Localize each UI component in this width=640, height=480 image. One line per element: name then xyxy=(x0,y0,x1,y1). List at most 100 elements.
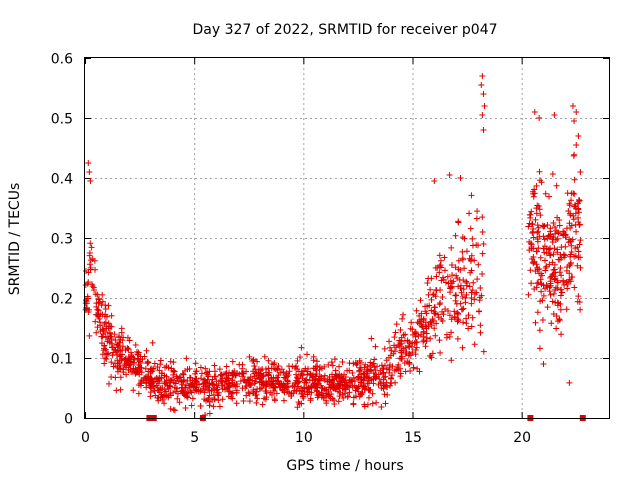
data-point xyxy=(381,362,388,369)
x-axis-label: GPS time / hours xyxy=(286,458,403,474)
data-point xyxy=(463,278,470,285)
data-point xyxy=(142,374,149,381)
data-point xyxy=(161,364,168,371)
data-point xyxy=(209,381,216,388)
data-point xyxy=(119,343,126,350)
data-point xyxy=(453,272,460,279)
data-point xyxy=(106,329,113,336)
data-point xyxy=(307,371,314,378)
data-point xyxy=(94,291,101,298)
data-point xyxy=(261,353,268,360)
data-point xyxy=(378,403,385,410)
data-point xyxy=(534,238,541,245)
data-point xyxy=(177,374,184,381)
data-point xyxy=(193,375,200,382)
data-point xyxy=(451,313,458,320)
data-point xyxy=(373,399,380,406)
data-point xyxy=(95,312,102,319)
data-point xyxy=(455,219,462,226)
data-point xyxy=(538,288,545,295)
data-point xyxy=(558,331,565,338)
data-point xyxy=(428,354,435,361)
data-point xyxy=(156,389,163,396)
data-point xyxy=(531,109,538,115)
data-point xyxy=(102,334,109,341)
data-point xyxy=(285,389,292,396)
data-point xyxy=(113,387,120,394)
data-point xyxy=(307,395,314,402)
data-point xyxy=(400,345,407,352)
data-point xyxy=(462,299,469,306)
data-point xyxy=(233,389,240,396)
data-point xyxy=(542,267,549,274)
data-point xyxy=(115,333,122,340)
data-point xyxy=(569,236,576,243)
data-point xyxy=(537,212,544,219)
data-point xyxy=(470,279,477,286)
data-point xyxy=(108,373,115,380)
data-point xyxy=(439,294,446,301)
data-point xyxy=(236,361,243,368)
data-point xyxy=(117,386,124,393)
data-point xyxy=(387,352,394,359)
data-point xyxy=(367,368,374,375)
data-point xyxy=(93,329,100,336)
data-point xyxy=(465,312,472,319)
data-point xyxy=(397,327,404,334)
data-point xyxy=(448,280,455,287)
data-point xyxy=(549,171,556,178)
data-point xyxy=(188,389,195,396)
data-point xyxy=(91,287,98,294)
data-point xyxy=(550,267,557,274)
data-point xyxy=(558,254,565,261)
data-point xyxy=(108,340,115,347)
data-point xyxy=(392,329,399,336)
data-point xyxy=(455,257,462,264)
data-point xyxy=(293,377,300,384)
data-point xyxy=(550,251,557,258)
data-point xyxy=(467,225,474,232)
data-point xyxy=(441,267,448,274)
data-point xyxy=(202,383,209,390)
data-point xyxy=(533,284,540,291)
data-point xyxy=(536,270,543,277)
data-point xyxy=(257,367,264,374)
data-point xyxy=(414,319,421,326)
data-point xyxy=(368,376,375,383)
data-point xyxy=(536,168,543,175)
data-point xyxy=(422,343,429,350)
data-point xyxy=(328,359,335,366)
data-point xyxy=(148,382,155,389)
data-point xyxy=(359,389,366,396)
data-point xyxy=(477,322,484,329)
data-point xyxy=(446,333,453,340)
data-point xyxy=(205,395,212,402)
data-point xyxy=(436,301,443,308)
data-point xyxy=(158,374,165,381)
data-point xyxy=(478,82,485,88)
data-point xyxy=(554,246,561,253)
data-point xyxy=(571,203,578,210)
data-point xyxy=(143,373,150,380)
data-point xyxy=(311,385,318,392)
data-point xyxy=(437,300,444,307)
data-point xyxy=(219,386,226,393)
data-point xyxy=(247,373,254,380)
data-point xyxy=(112,374,119,381)
data-point xyxy=(549,236,556,243)
data-point xyxy=(534,309,541,316)
data-point xyxy=(248,381,255,388)
data-point xyxy=(575,218,582,225)
data-point xyxy=(387,344,394,351)
data-point xyxy=(326,373,333,380)
data-point xyxy=(553,182,560,189)
data-point xyxy=(459,234,466,241)
data-point xyxy=(117,366,124,373)
data-point xyxy=(228,390,235,397)
data-point xyxy=(164,382,171,389)
data-point xyxy=(406,359,413,366)
data-point xyxy=(273,375,280,382)
data-point xyxy=(556,222,563,229)
data-point xyxy=(344,393,351,400)
